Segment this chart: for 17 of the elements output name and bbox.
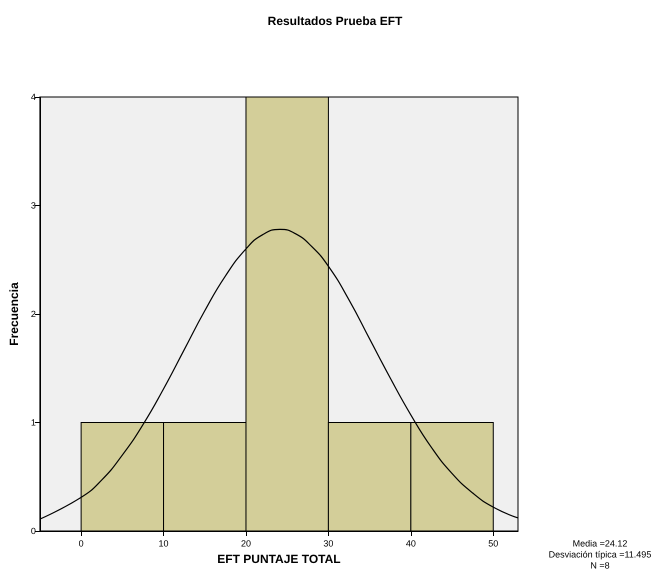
y-tick-label: 4 xyxy=(30,92,36,102)
x-tick-label: 30 xyxy=(323,538,334,548)
chart-title: Resultados Prueba EFT xyxy=(268,14,404,28)
y-tick-label: 0 xyxy=(30,526,36,536)
x-tick-label: 40 xyxy=(406,538,416,548)
y-tick-label: 2 xyxy=(30,309,36,319)
x-tick-label: 50 xyxy=(488,538,498,548)
text: Desviación típica =11.495 xyxy=(548,550,652,560)
y-tick-label: 1 xyxy=(30,418,36,428)
y-axis-title: Frecuencia xyxy=(7,282,21,346)
x-axis-title: EFT PUNTAJE TOTAL xyxy=(217,552,341,566)
text: Media =24.12 xyxy=(572,538,628,548)
x-tick-label: 20 xyxy=(240,538,251,548)
x-tick-label: 10 xyxy=(158,538,169,548)
y-tick-label: 3 xyxy=(30,200,36,210)
text: N =8 xyxy=(590,560,610,570)
x-tick-label: 0 xyxy=(78,538,84,548)
